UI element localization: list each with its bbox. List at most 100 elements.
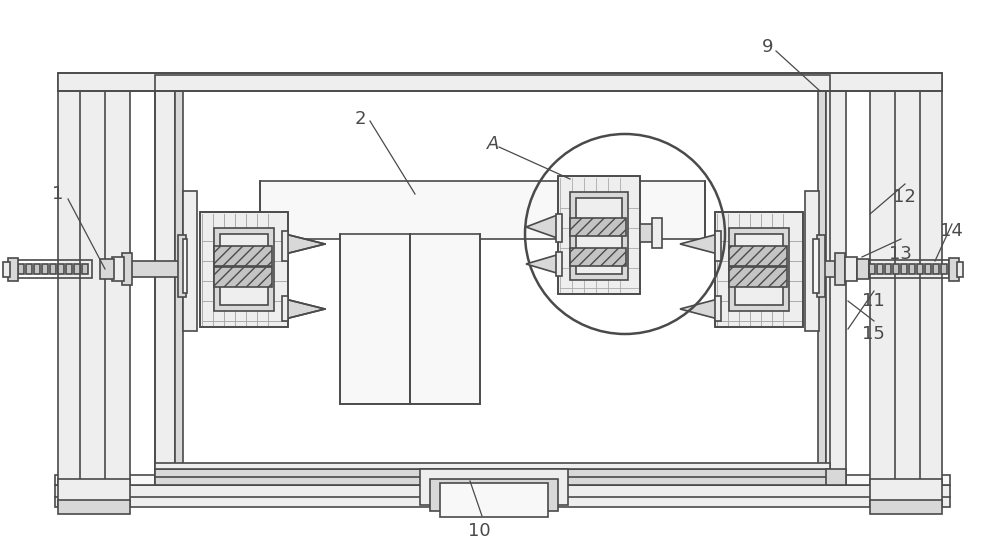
Bar (340, 234, 410, 404)
Bar (260, 181, 705, 239)
Bar (220, 234, 268, 305)
Polygon shape (526, 254, 560, 274)
Text: A: A (487, 135, 499, 153)
Bar (845, 257, 857, 281)
Bar (570, 248, 626, 266)
Polygon shape (285, 299, 325, 319)
Bar (715, 212, 803, 327)
Bar (112, 257, 124, 281)
Bar (735, 234, 783, 305)
Text: 11: 11 (862, 292, 885, 310)
Text: 9: 9 (762, 38, 774, 56)
Polygon shape (526, 214, 560, 239)
Bar (34, 264, 40, 274)
Bar (155, 469, 830, 485)
Polygon shape (680, 299, 718, 319)
Bar (715, 231, 721, 261)
Bar (214, 228, 274, 311)
Bar (55, 475, 950, 485)
Bar (58, 75, 130, 485)
Bar (55, 485, 950, 507)
Bar (58, 479, 130, 507)
Bar (58, 264, 64, 274)
Bar (909, 264, 915, 274)
Bar (556, 214, 562, 242)
Bar (74, 264, 80, 274)
Text: 12: 12 (893, 188, 916, 206)
Bar (282, 231, 288, 261)
Bar (870, 75, 942, 485)
Text: 2: 2 (355, 110, 366, 128)
Bar (917, 264, 923, 274)
Bar (715, 212, 803, 327)
Bar (729, 228, 789, 311)
Bar (869, 264, 875, 274)
Bar (214, 246, 272, 266)
Bar (817, 235, 825, 297)
Bar (8, 258, 18, 281)
Bar (877, 264, 883, 274)
Bar (58, 500, 130, 514)
Polygon shape (285, 234, 325, 254)
Bar (652, 218, 662, 248)
Bar (869, 260, 949, 278)
Bar (715, 296, 721, 321)
Bar (813, 239, 819, 293)
Bar (941, 264, 947, 274)
Bar (893, 264, 899, 274)
Bar (200, 212, 288, 327)
Bar (818, 75, 826, 485)
Bar (155, 75, 175, 485)
Bar (155, 463, 830, 469)
Bar (933, 264, 939, 274)
Text: 14: 14 (940, 222, 963, 240)
Bar (558, 176, 640, 294)
Bar (826, 75, 846, 485)
Bar (3, 262, 10, 277)
Bar (430, 479, 558, 511)
Bar (122, 253, 132, 285)
Bar (50, 264, 56, 274)
Text: 10: 10 (468, 522, 491, 540)
Bar (570, 218, 626, 236)
Bar (420, 469, 568, 505)
Bar (282, 296, 288, 321)
Bar (957, 262, 963, 277)
Bar (835, 253, 845, 285)
Bar (576, 198, 622, 274)
Bar (440, 483, 548, 517)
Bar (214, 267, 272, 287)
Bar (18, 264, 24, 274)
Bar (42, 264, 48, 274)
Bar (128, 261, 186, 277)
Bar (870, 500, 942, 514)
Bar (175, 75, 183, 485)
Bar (640, 224, 654, 242)
Bar (817, 261, 835, 277)
Bar (183, 239, 187, 293)
Bar (570, 192, 628, 280)
Bar (178, 235, 186, 297)
Bar (556, 252, 562, 276)
Bar (885, 264, 891, 274)
Bar (901, 264, 907, 274)
Bar (925, 264, 931, 274)
Bar (805, 191, 819, 331)
Text: 15: 15 (862, 325, 885, 343)
Bar (10, 264, 16, 274)
Bar (410, 234, 480, 404)
Bar (729, 246, 787, 266)
Bar (200, 212, 288, 327)
Text: 13: 13 (889, 245, 912, 263)
Bar (26, 264, 32, 274)
Bar (870, 479, 942, 507)
Polygon shape (680, 234, 718, 254)
Bar (826, 469, 846, 485)
Bar (82, 264, 88, 274)
Bar (100, 259, 114, 279)
Text: 1: 1 (52, 185, 63, 203)
Bar (66, 264, 72, 274)
Bar (729, 267, 787, 287)
Bar (58, 73, 942, 91)
Bar (857, 259, 869, 279)
